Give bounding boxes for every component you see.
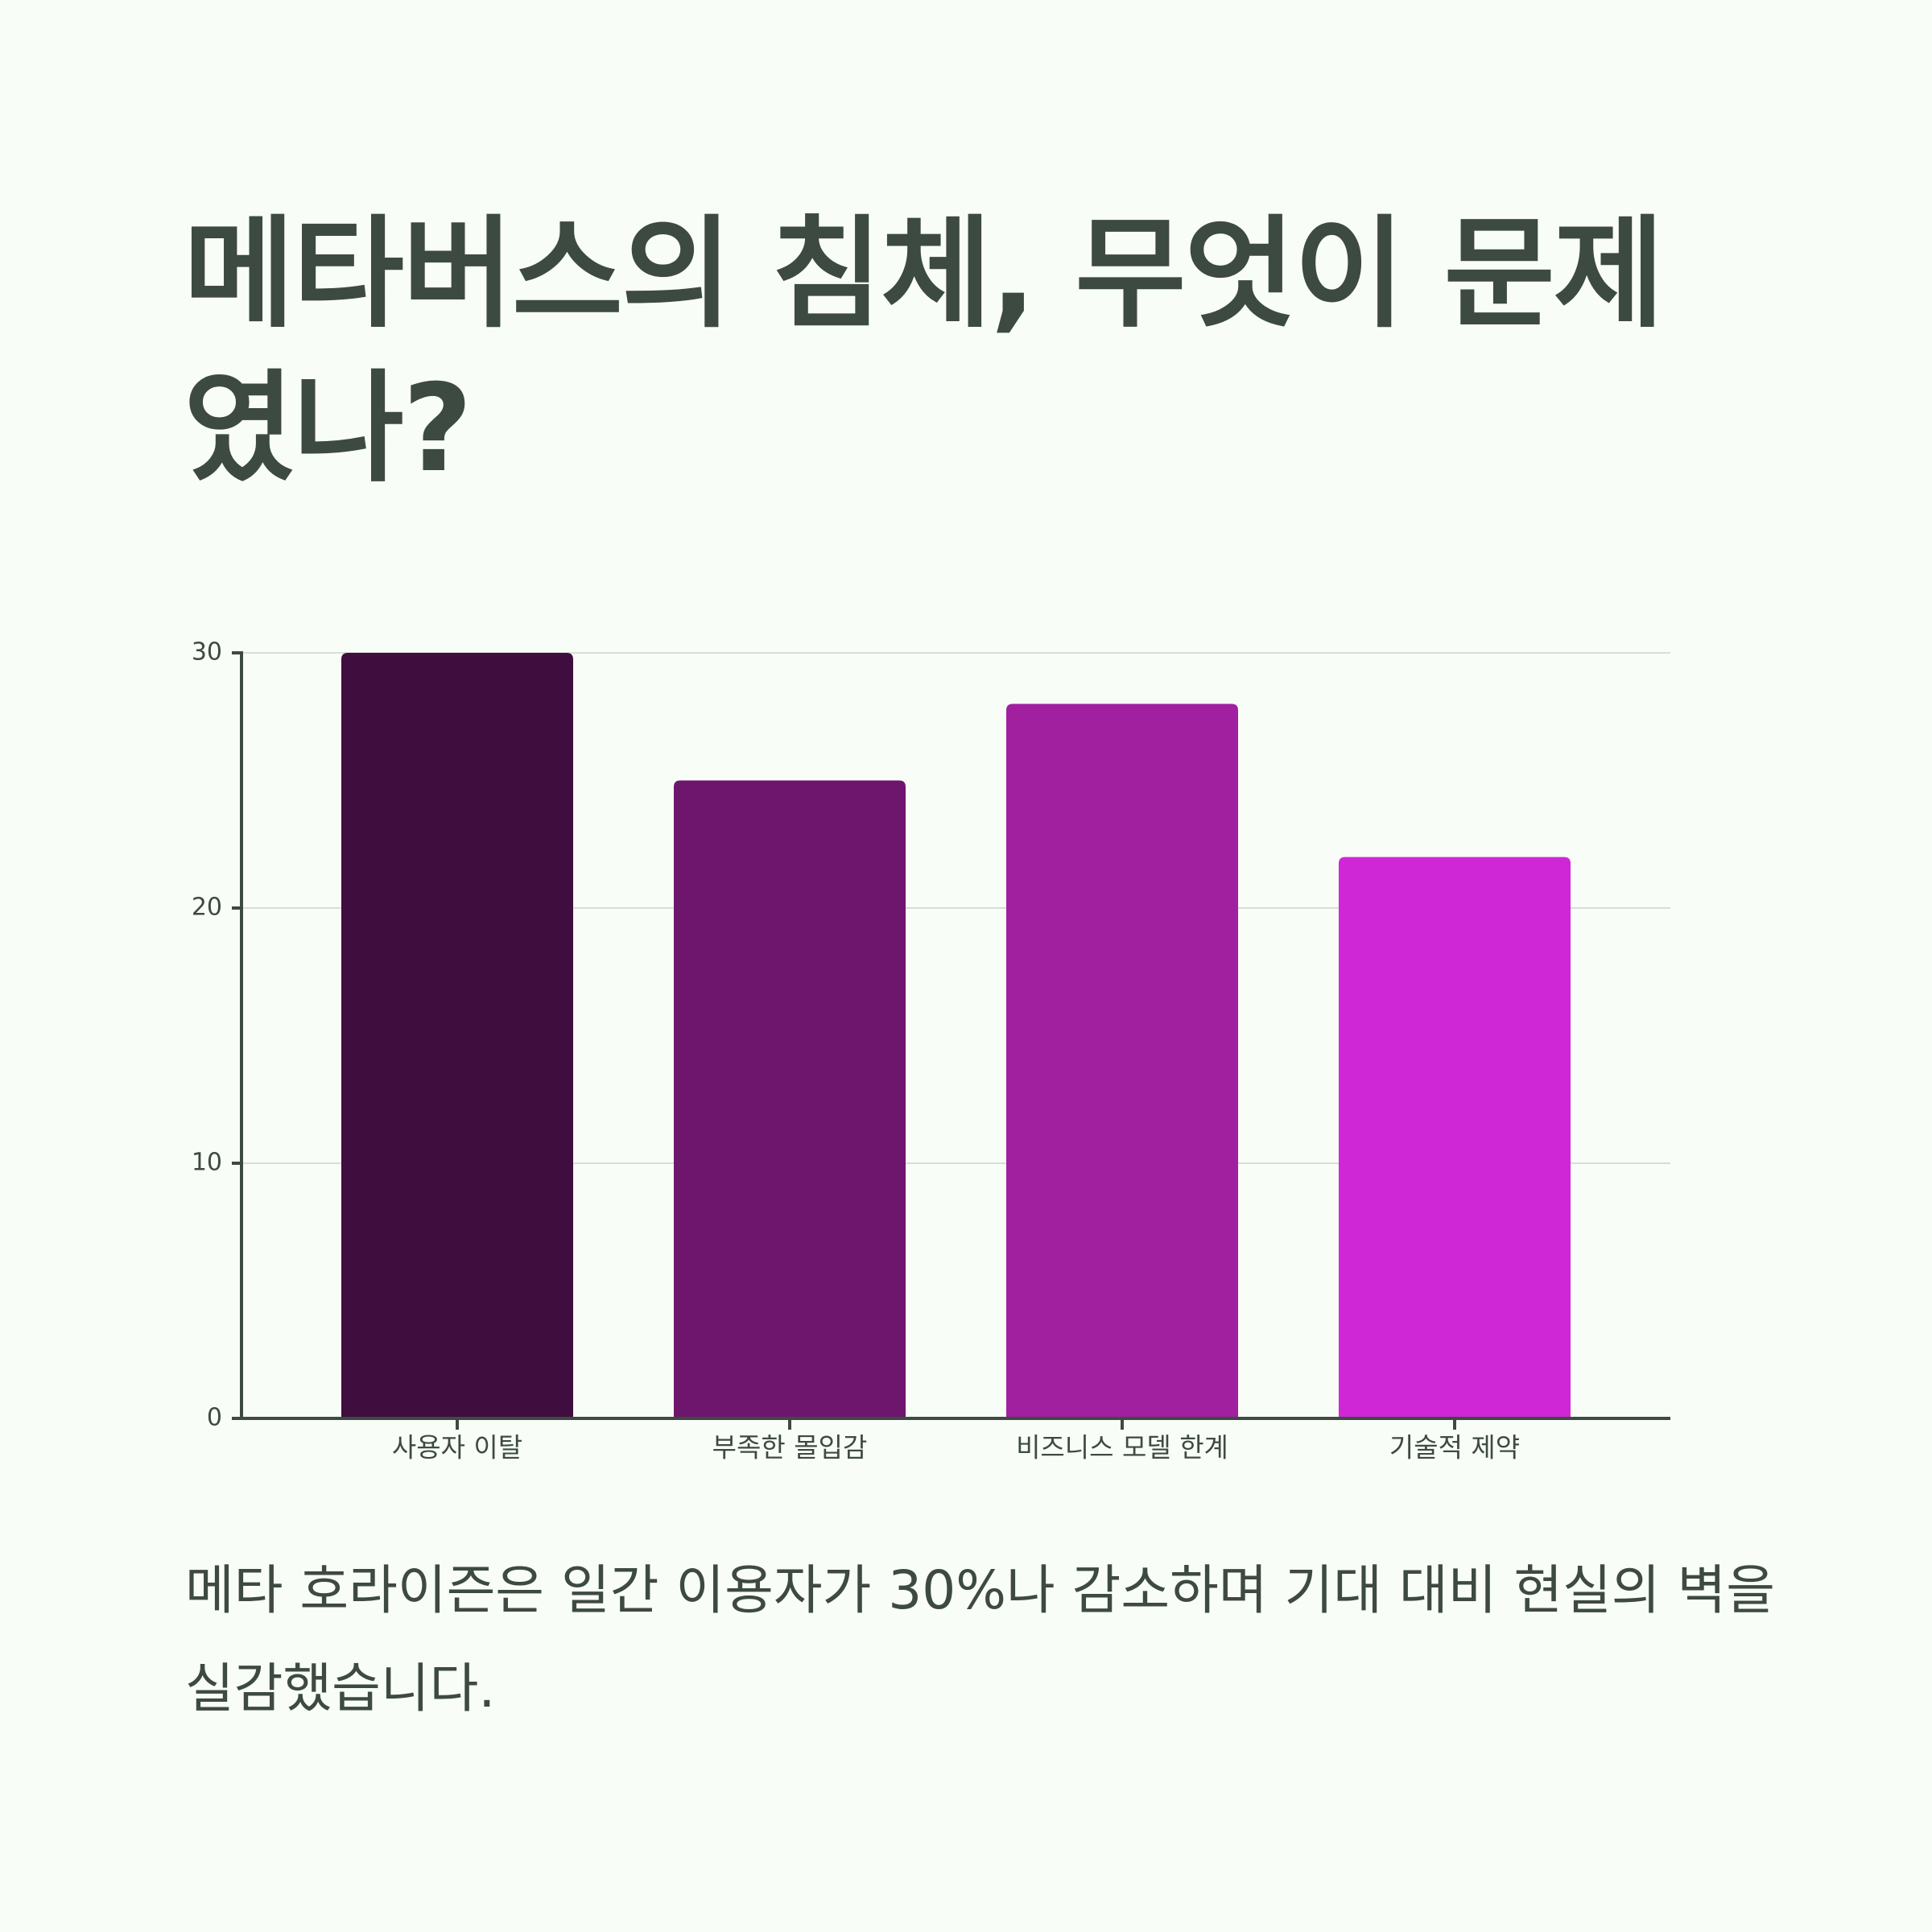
x-tick-label: 기술적 제약 [1389,1432,1520,1463]
bar [1006,704,1238,1418]
y-tick-label: 0 [207,1404,222,1432]
x-tick-label: 부족한 몰입감 [712,1432,868,1463]
y-tick-label: 10 [192,1149,222,1177]
bar [1339,857,1571,1418]
description: 메타 호라이즌은 일간 이용자가 30%나 감소하며 기대 대비 현실의 벽을 … [185,1559,1775,1719]
chart-title: 메타버스의 침체, 무엇이 문제였나? [184,204,1665,499]
chart: 0 10 20 30 사용자 이탈 부족한 몰입감 비즈니스 모델 한계 기술적 제약 [192,638,1670,1463]
bar [674,780,906,1418]
y-tick-label: 30 [192,638,222,667]
y-tick-label: 20 [192,894,222,922]
x-tick-label: 비즈니스 모델 한계 [1016,1432,1228,1463]
x-tick-label: 사용자 이탈 [392,1432,522,1463]
bar [341,653,573,1418]
